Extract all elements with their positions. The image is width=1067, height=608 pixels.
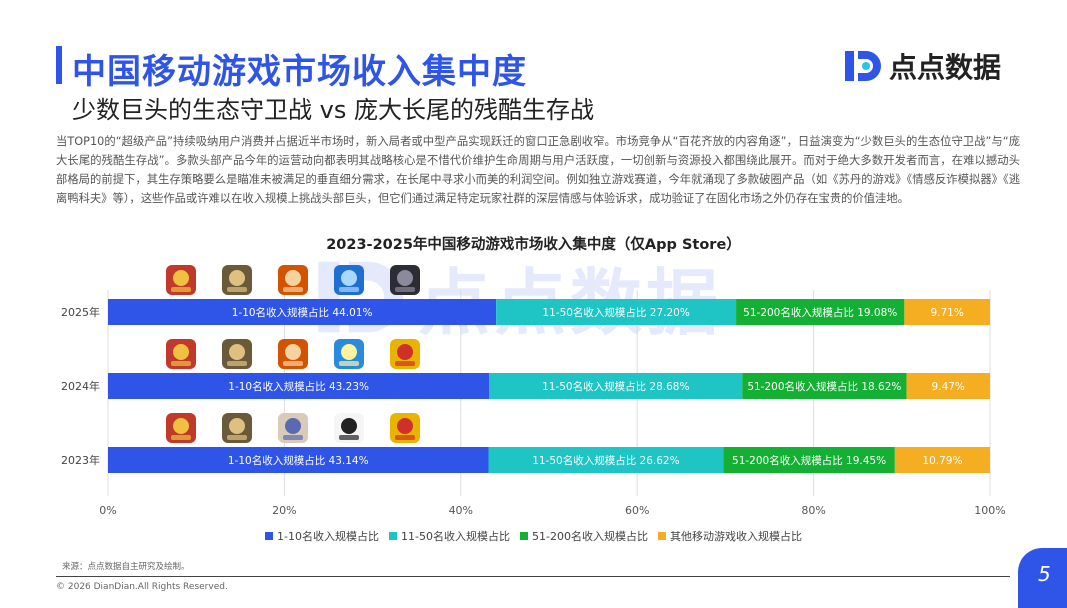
bar-segment — [108, 447, 489, 473]
game-icon-3 — [278, 265, 308, 295]
x-tick-label: 100% — [974, 504, 1005, 517]
bar-segment — [723, 447, 895, 473]
game-icon-7 — [390, 413, 420, 443]
page-number-tab — [1018, 548, 1067, 608]
page-number: 5 — [1038, 562, 1051, 586]
legend-swatch — [657, 532, 666, 540]
chart-legend: 1-10名收入规模占比 11-50名收入规模占比 51-200名收入规模占比 其他移动… — [0, 528, 1067, 544]
game-icon-2 — [222, 413, 252, 443]
game-icon-3 — [278, 339, 308, 369]
data-label: 9.47% — [932, 381, 965, 393]
legend-item: 其他移动游戏收入规模占比 — [657, 528, 802, 544]
x-tick-label: 0% — [99, 504, 116, 517]
data-label: 51-200名收入规模占比 19.45% — [732, 454, 886, 467]
game-icon-2 — [222, 265, 252, 295]
stacked-bar-chart: 0% 20% 40% 60% 80% 100% 2025年 1-10名收入规模占比 44.01… — [61, 265, 1006, 517]
diandian-logo-icon — [845, 51, 881, 81]
bar-segment — [742, 373, 907, 399]
legend-label: 51-200名收入规模占比 — [531, 530, 648, 543]
y-category-label: 2023年 — [61, 453, 100, 467]
page-subtitle: 少数巨头的生态守卫战 vs 庞大长尾的残酷生存战 — [72, 96, 594, 124]
game-icon-1 — [166, 413, 196, 443]
legend-label: 11-50名收入规模占比 — [401, 530, 510, 543]
x-tick-label: 80% — [801, 504, 825, 517]
legend-swatch — [389, 532, 398, 540]
data-label: 51-200名收入规模占比 19.08% — [743, 306, 897, 319]
game-icon-7 — [390, 339, 420, 369]
legend-item: 1-10名收入规模占比 — [265, 528, 379, 544]
bar-segment — [489, 373, 743, 399]
game-icon-8 — [278, 413, 308, 443]
title-accent-bar — [56, 46, 62, 84]
bar-segment — [906, 373, 990, 399]
brand-logo: 点点数据 — [845, 46, 1001, 86]
x-tick-label: 40% — [449, 504, 473, 517]
game-icon-4 — [334, 265, 364, 295]
data-label: 11-50名收入规模占比 26.62% — [532, 454, 679, 467]
game-icon-1 — [166, 265, 196, 295]
footer-rule — [56, 576, 1010, 577]
description-paragraph: 当TOP10的“超级产品”持续吸纳用户消费并占据近半市场时，新入局者或中型产品实… — [56, 135, 1020, 205]
legend-item: 51-200名收入规模占比 — [519, 528, 648, 544]
y-category-label: 2024年 — [61, 379, 100, 393]
bar-segment — [488, 447, 724, 473]
bar-segment — [904, 299, 990, 325]
data-label: 11-50名收入规模占比 27.20% — [542, 306, 689, 319]
legend-item: 11-50名收入规模占比 — [389, 528, 510, 544]
data-label: 51-200名收入规模占比 18.62% — [747, 380, 901, 393]
data-label: 1-10名收入规模占比 43.23% — [228, 380, 369, 393]
legend-swatch — [265, 532, 274, 540]
game-icon-5 — [390, 265, 420, 295]
game-icon-2 — [222, 339, 252, 369]
game-icon-6 — [334, 339, 364, 369]
logo-text: 点点数据 — [889, 51, 1002, 84]
legend-label: 其他移动游戏收入规模占比 — [669, 530, 802, 543]
legend-label: 1-10名收入规模占比 — [277, 530, 380, 543]
data-label: 1-10名收入规模占比 43.14% — [228, 454, 369, 467]
chart-title: 2023-2025年中国移动游戏市场收入集中度（仅App Store） — [326, 237, 741, 253]
bar-segment — [496, 299, 737, 325]
bar-segment — [894, 447, 990, 473]
data-label: 1-10名收入规模占比 44.01% — [232, 306, 373, 319]
data-label: 11-50名收入规模占比 28.68% — [542, 380, 689, 393]
game-icon-9 — [334, 413, 364, 443]
game-icon-1 — [166, 339, 196, 369]
y-category-label: 2025年 — [61, 305, 100, 319]
x-tick-label: 60% — [625, 504, 649, 517]
x-tick-label: 20% — [272, 504, 296, 517]
data-label: 10.79% — [922, 455, 962, 467]
legend-swatch — [519, 532, 528, 540]
page-title: 中国移动游戏市场收入集中度 — [72, 52, 527, 92]
copyright: © 2026 DianDian.All Rights Reserved. — [56, 582, 228, 592]
data-label: 9.71% — [930, 307, 963, 319]
source-note: 来源：点点数据自主研究及绘制。 — [62, 562, 190, 572]
bar-segment — [108, 373, 490, 399]
bar-segment — [736, 299, 905, 325]
bar-segment — [108, 299, 497, 325]
